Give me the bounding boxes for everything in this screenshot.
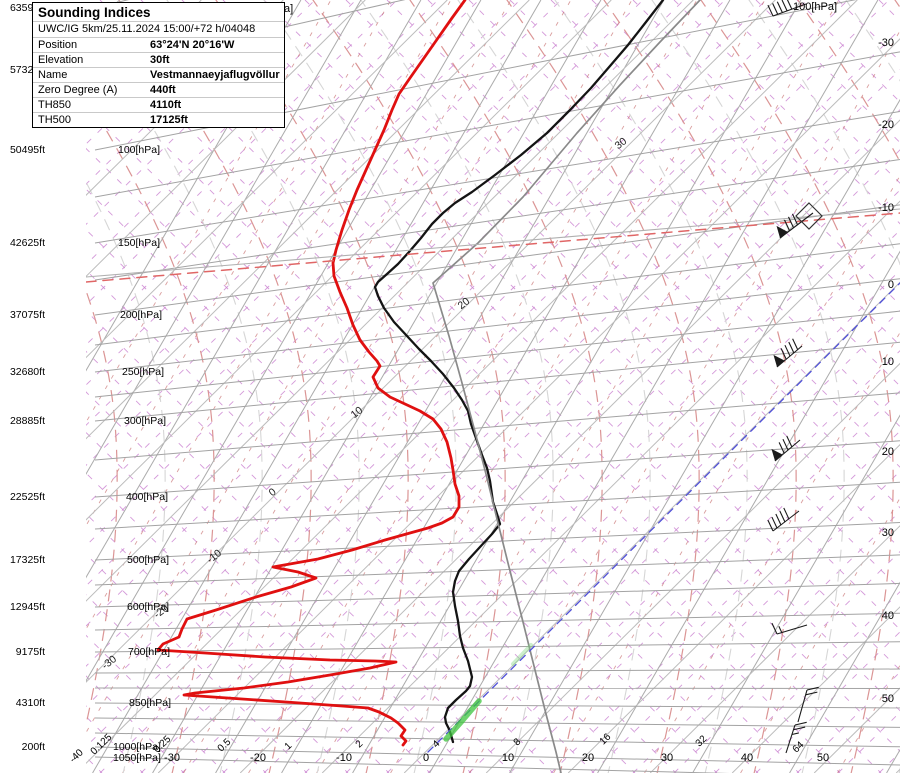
model-run-line: UWC/IG 5km/25.11.2024 15:00/+72 h/04048 [33, 21, 284, 37]
indices-row-value: 440ft [150, 84, 176, 96]
sounding-indices-box: Sounding Indices UWC/IG 5km/25.11.2024 1… [32, 2, 285, 128]
wind-barb-icon [767, 507, 800, 532]
wind-barbs [767, 0, 823, 754]
indices-row-label: TH500 [38, 114, 72, 126]
indices-row-value: Vestmannaeyjaflugvöllur [150, 69, 280, 81]
indices-row-1: Elevation 30ft [33, 52, 284, 67]
sounding-indices-title: Sounding Indices [38, 5, 151, 20]
wind-barb-icon [785, 721, 807, 754]
standard-atmosphere-curve [432, 0, 701, 773]
temperature-curve [373, 0, 665, 744]
indices-row-5: TH500 17125ft [33, 112, 284, 127]
indices-row-label: Position [38, 39, 78, 51]
tropopause-gray-curve [86, 208, 900, 278]
clipped-pressure-label-fragment: a] [284, 3, 294, 15]
wind-barb-icon [797, 686, 819, 723]
wind-barb-icon [771, 622, 808, 635]
indices-row-value: 4110ft [150, 99, 182, 111]
wind-barb-icon [776, 202, 823, 239]
indices-row-3: Zero Degree (A) 440ft [33, 82, 284, 97]
parcel-path-green-curve [443, 698, 482, 742]
zero-isotherm-blue-dashed-curve [427, 282, 900, 753]
sounding-indices-rows: Position 63°24'N 20°16'W Elevation 30ft Name… [33, 37, 284, 127]
indices-row-label: Name [38, 69, 68, 81]
indices-row-label: Zero Degree (A) [38, 84, 118, 96]
tropopause-diamond-icon [795, 202, 823, 230]
indices-row-label: Elevation [38, 54, 84, 66]
wind-barb-icon [773, 338, 803, 368]
wind-barb-icon [771, 435, 801, 462]
dewpoint-curve [156, 0, 467, 747]
parcel-path-green-upper-curve [511, 643, 533, 666]
indices-row-label: TH850 [38, 99, 72, 111]
wind-barb-icon [767, 0, 807, 17]
tropopause-red-dashed-curve [86, 212, 900, 283]
indices-row-value: 17125ft [150, 114, 188, 126]
indices-row-0: Position 63°24'N 20°16'W [33, 37, 284, 52]
indices-row-2: Name Vestmannaeyjaflugvöllur [33, 67, 284, 82]
indices-row-4: TH850 4110ft [33, 97, 284, 112]
indices-row-value: 63°24'N 20°16'W [150, 39, 235, 51]
indices-row-value: 30ft [150, 54, 170, 66]
